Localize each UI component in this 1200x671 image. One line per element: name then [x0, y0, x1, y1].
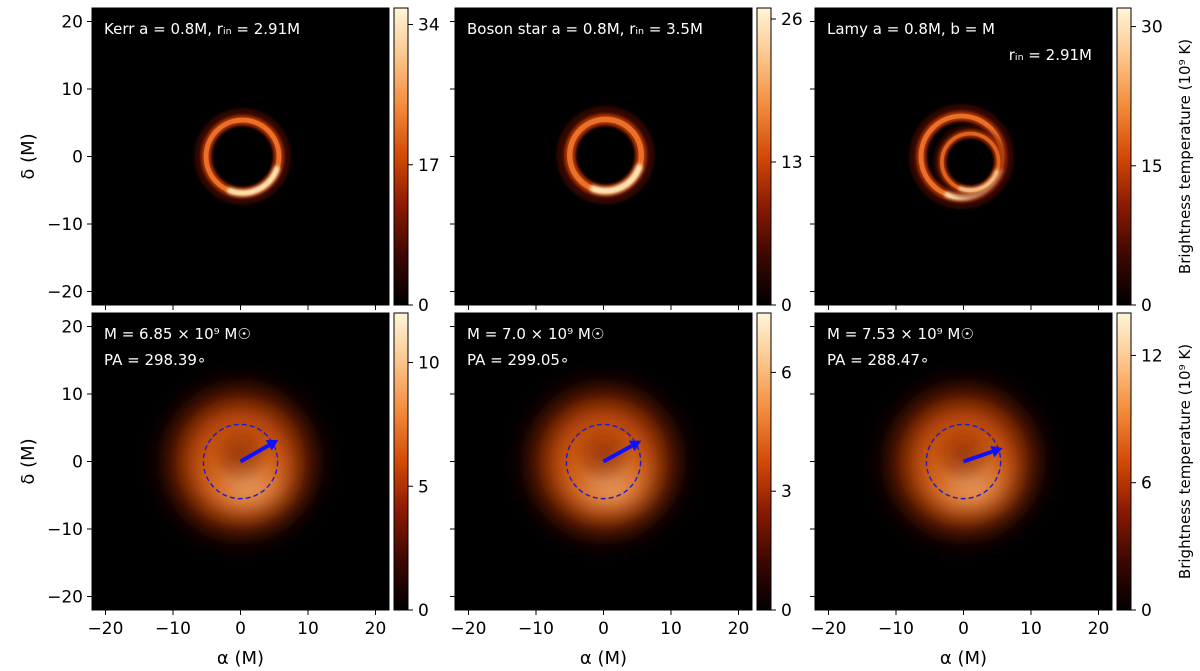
colorbar: 0 15 30 Brightness temperature (10⁹ K) — [1116, 7, 1194, 316]
colorbar-tick-label: 6 — [1141, 474, 1152, 494]
y-tick-label: 20 — [61, 13, 83, 33]
colorbar-tick-label: 0 — [781, 296, 792, 316]
colorbar-tick-label: 13 — [781, 153, 803, 173]
y-tick-label: 0 — [72, 148, 83, 168]
panel-annotation: M = 7.53 × 10⁹ M☉ — [827, 325, 974, 343]
x-tick-label: 10 — [297, 619, 319, 639]
x-tick-label: 20 — [365, 619, 387, 639]
y-tick-label: −20 — [47, 283, 83, 303]
panel-annotation: PA = 298.39∘ — [104, 351, 206, 369]
colorbar-tick-label: 34 — [418, 16, 440, 36]
ring-crescent — [227, 165, 280, 196]
y-tick-label: −10 — [47, 215, 83, 235]
fitted-ring-circle — [202, 423, 279, 500]
image-area — [92, 8, 389, 305]
colorbar-label: Brightness temperature (10⁹ K) — [1176, 344, 1194, 579]
x-tick-label: −20 — [88, 619, 124, 639]
colorbar-tick-label: 0 — [781, 601, 792, 621]
x-tick-label: 0 — [958, 619, 969, 639]
colorbar-tick-label: 17 — [418, 156, 440, 176]
colorbar-tick-label: 0 — [418, 601, 429, 621]
colorbar-gradient — [1116, 7, 1132, 306]
colorbar: 0 13 26 — [756, 7, 803, 316]
colorbar: 0 3 6 — [756, 312, 792, 621]
colorbar-gradient — [393, 7, 409, 306]
x-axis-label: α (M) — [217, 648, 264, 669]
x-tick-label: −10 — [155, 619, 191, 639]
colorbar-tick-label: 0 — [418, 296, 429, 316]
colorbar-tick-label: 26 — [781, 10, 803, 30]
x-tick-label: −20 — [451, 619, 487, 639]
colorbar-tick-label: 6 — [781, 363, 792, 383]
panel-lamy-model: Lamy a = 0.8M, b = M rᵢₙ = 2.91M 0 15 30 Brig… — [810, 7, 1194, 316]
x-axis-label: α (M) — [580, 648, 627, 669]
x-tick-label: 0 — [235, 619, 246, 639]
colorbar: 0 5 10 — [393, 312, 440, 621]
panel-annotation: PA = 288.47∘ — [827, 351, 929, 369]
x-tick-label: 0 — [598, 619, 609, 639]
central-depression — [581, 433, 626, 477]
y-tick-label: 0 — [72, 453, 83, 473]
panel-boson-star-model: Boson star a = 0.8M, rᵢₙ = 3.5M 0 13 26 — [450, 7, 803, 316]
colorbar-tick-label: 12 — [1141, 346, 1163, 366]
central-depression — [218, 433, 263, 477]
panel-annotation: PA = 299.05∘ — [467, 351, 569, 369]
y-axis-label: δ (M) — [18, 133, 39, 179]
panel-annotation: Lamy a = 0.8M, b = M — [827, 20, 995, 38]
panel-annotation: M = 6.85 × 10⁹ M☉ — [104, 325, 251, 343]
pa-arrow-shaft — [239, 443, 270, 464]
colorbar-label: Brightness temperature (10⁹ K) — [1176, 39, 1194, 274]
ring-crescent — [958, 169, 1000, 193]
x-tick-label: −10 — [878, 619, 914, 639]
x-tick-label: −20 — [811, 619, 847, 639]
colorbar-tick-label: 3 — [781, 482, 792, 502]
ring-crescent — [589, 164, 643, 195]
colorbar-tick-label: 10 — [418, 354, 440, 374]
colorbar-gradient — [393, 312, 409, 611]
colorbar-gradient — [756, 7, 772, 306]
y-tick-label: −10 — [47, 520, 83, 540]
panel-lamy-blurred: M = 7.53 × 10⁹ M☉ PA = 288.47∘ −20 −10 0 10 20… — [810, 312, 1194, 669]
panel-annotation: M = 7.0 × 10⁹ M☉ — [467, 325, 604, 343]
y-tick-label: 20 — [61, 318, 83, 338]
panel-annotation: Kerr a = 0.8M, rᵢₙ = 2.91M — [104, 20, 300, 38]
y-tick-label: 10 — [61, 385, 83, 405]
fitted-ring-circle — [565, 423, 642, 500]
colorbar-gradient — [1116, 312, 1132, 611]
colorbar: 0 6 12 Brightness temperature (10⁹ K) — [1116, 312, 1194, 621]
pa-arrow-head — [990, 445, 1003, 458]
pa-arrow-head — [628, 440, 642, 452]
panel-kerr-blurred: M = 6.85 × 10⁹ M☉ PA = 298.39∘ −20 −10 0 10 20… — [18, 312, 440, 669]
colorbar-tick-label: 5 — [418, 477, 429, 497]
colorbar-tick-label: 0 — [1141, 296, 1152, 316]
y-tick-label: −20 — [47, 588, 83, 608]
colorbar: 0 17 34 — [393, 7, 440, 316]
central-depression — [941, 433, 986, 477]
colorbar-gradient — [756, 312, 772, 611]
colorbar-tick-label: 0 — [1141, 601, 1152, 621]
x-tick-label: 20 — [1088, 619, 1110, 639]
x-axis-label: α (M) — [940, 648, 987, 669]
x-tick-label: 20 — [728, 619, 750, 639]
colorbar-tick-label: 15 — [1141, 157, 1163, 177]
pa-arrow-shaft — [962, 449, 993, 464]
fitted-ring-circle — [925, 423, 1002, 500]
x-tick-label: 10 — [1020, 619, 1042, 639]
x-tick-label: 10 — [660, 619, 682, 639]
pa-arrow-shaft — [602, 444, 633, 464]
x-tick-label: −10 — [518, 619, 554, 639]
image-area — [815, 8, 1112, 305]
panel-boson-star-blurred: M = 7.0 × 10⁹ M☉ PA = 299.05∘ −20 −10 0 10 20 α… — [450, 312, 792, 669]
panel-annotation: rᵢₙ = 2.91M — [1009, 46, 1092, 64]
panel-annotation: Boson star a = 0.8M, rᵢₙ = 3.5M — [467, 20, 703, 38]
colorbar-tick-label: 30 — [1141, 18, 1163, 38]
pa-arrow-head — [265, 439, 279, 451]
image-area — [455, 8, 752, 305]
y-tick-label: 10 — [61, 80, 83, 100]
y-axis-label: δ (M) — [18, 438, 39, 484]
panel-kerr-model: Kerr a = 0.8M, rᵢₙ = 2.91M −20 −10 0 10 20 δ (… — [18, 7, 440, 316]
